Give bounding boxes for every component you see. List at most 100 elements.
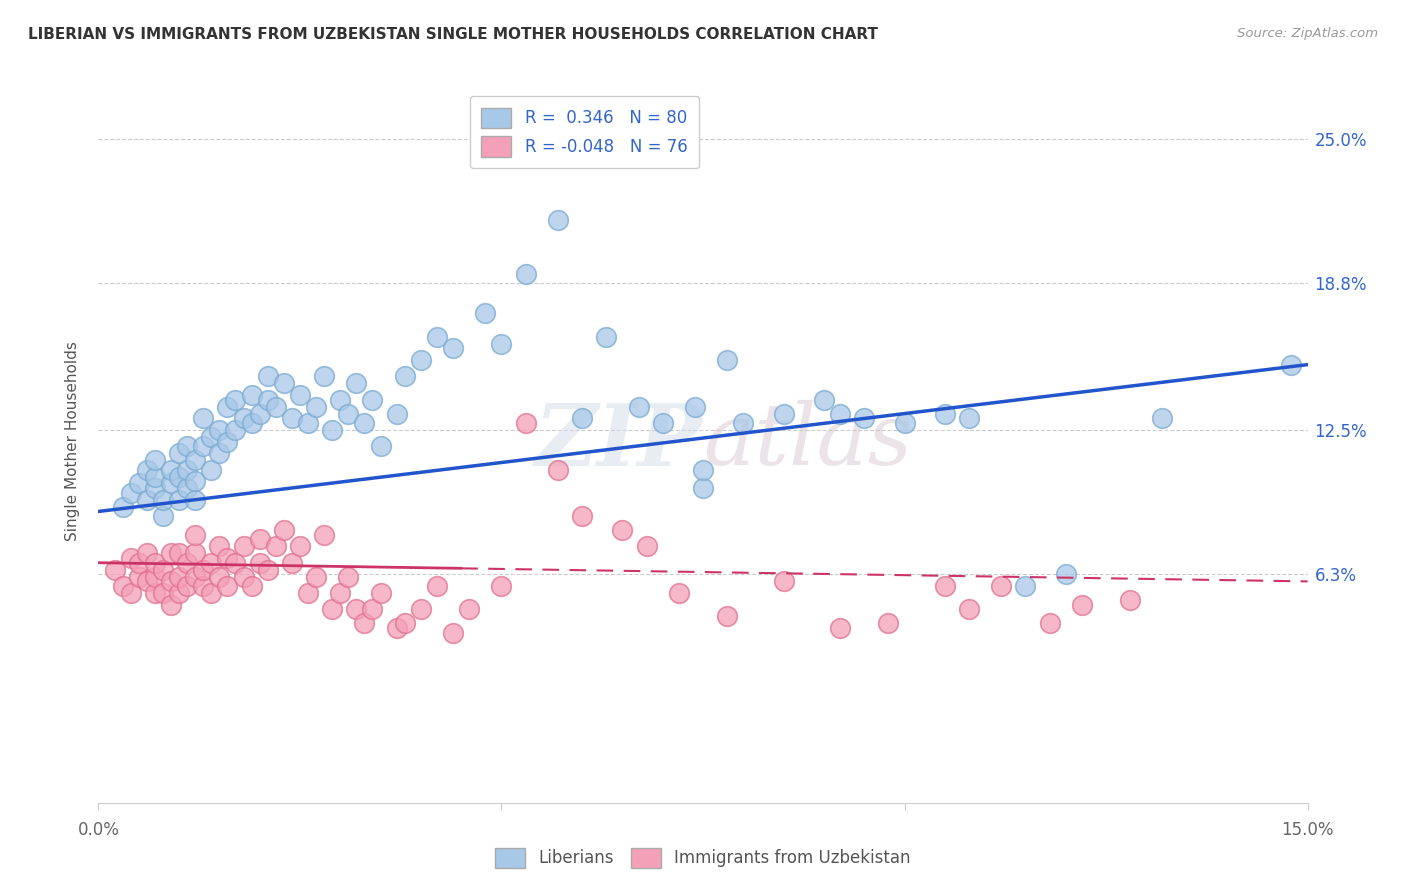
Point xyxy=(167,586,190,600)
Point xyxy=(135,546,157,560)
Point xyxy=(716,609,738,624)
Point xyxy=(595,329,617,343)
Point xyxy=(321,602,343,616)
Point xyxy=(733,416,755,430)
Point xyxy=(152,509,174,524)
Point xyxy=(256,369,278,384)
Point xyxy=(957,411,980,425)
Point xyxy=(361,392,384,407)
Point xyxy=(193,411,215,425)
Point xyxy=(176,556,198,570)
Point xyxy=(167,492,190,507)
Point xyxy=(813,392,835,407)
Point xyxy=(1054,567,1077,582)
Point xyxy=(385,621,408,635)
Point xyxy=(217,579,239,593)
Point xyxy=(224,392,246,407)
Point xyxy=(394,616,416,631)
Point xyxy=(409,602,432,616)
Point xyxy=(200,586,222,600)
Point xyxy=(256,563,278,577)
Point xyxy=(828,621,851,635)
Point xyxy=(167,546,190,560)
Point xyxy=(264,540,287,554)
Point xyxy=(370,586,392,600)
Point xyxy=(321,423,343,437)
Point xyxy=(426,579,449,593)
Point xyxy=(458,602,481,616)
Point xyxy=(193,563,215,577)
Point xyxy=(288,388,311,402)
Point xyxy=(828,407,851,421)
Point xyxy=(143,570,166,584)
Point xyxy=(240,416,263,430)
Point xyxy=(232,411,254,425)
Point xyxy=(314,528,336,542)
Point xyxy=(167,570,190,584)
Point xyxy=(627,400,650,414)
Point xyxy=(853,411,876,425)
Point xyxy=(636,540,658,554)
Point xyxy=(184,570,207,584)
Point xyxy=(240,388,263,402)
Point xyxy=(361,602,384,616)
Point xyxy=(344,602,367,616)
Point xyxy=(128,476,150,491)
Text: Source: ZipAtlas.com: Source: ZipAtlas.com xyxy=(1237,27,1378,40)
Point xyxy=(184,492,207,507)
Point xyxy=(160,476,183,491)
Point xyxy=(281,556,304,570)
Point xyxy=(329,392,352,407)
Point xyxy=(120,551,142,566)
Point xyxy=(385,407,408,421)
Point xyxy=(297,586,319,600)
Point xyxy=(441,625,464,640)
Point xyxy=(120,485,142,500)
Point xyxy=(353,616,375,631)
Point xyxy=(256,392,278,407)
Point xyxy=(571,411,593,425)
Point xyxy=(193,439,215,453)
Point xyxy=(515,267,537,281)
Point xyxy=(264,400,287,414)
Point xyxy=(224,423,246,437)
Point xyxy=(176,579,198,593)
Point xyxy=(934,407,956,421)
Point xyxy=(394,369,416,384)
Point xyxy=(249,556,271,570)
Point xyxy=(547,213,569,227)
Point xyxy=(217,551,239,566)
Point xyxy=(184,453,207,467)
Point xyxy=(128,570,150,584)
Point xyxy=(273,376,295,391)
Point xyxy=(193,579,215,593)
Point xyxy=(167,469,190,483)
Point xyxy=(990,579,1012,593)
Point xyxy=(143,453,166,467)
Point xyxy=(176,462,198,476)
Point xyxy=(329,586,352,600)
Point xyxy=(1119,593,1142,607)
Point xyxy=(426,329,449,343)
Point xyxy=(249,533,271,547)
Point xyxy=(103,563,125,577)
Point xyxy=(668,586,690,600)
Point xyxy=(217,400,239,414)
Point xyxy=(772,407,794,421)
Point xyxy=(224,556,246,570)
Point xyxy=(135,574,157,589)
Point xyxy=(370,439,392,453)
Point xyxy=(111,500,134,514)
Point xyxy=(232,540,254,554)
Point xyxy=(152,492,174,507)
Point xyxy=(491,336,513,351)
Point xyxy=(184,546,207,560)
Point xyxy=(160,546,183,560)
Legend: Liberians, Immigrants from Uzbekistan: Liberians, Immigrants from Uzbekistan xyxy=(489,841,917,875)
Point xyxy=(160,574,183,589)
Point xyxy=(143,586,166,600)
Point xyxy=(143,556,166,570)
Point xyxy=(692,481,714,495)
Point xyxy=(152,563,174,577)
Point xyxy=(160,598,183,612)
